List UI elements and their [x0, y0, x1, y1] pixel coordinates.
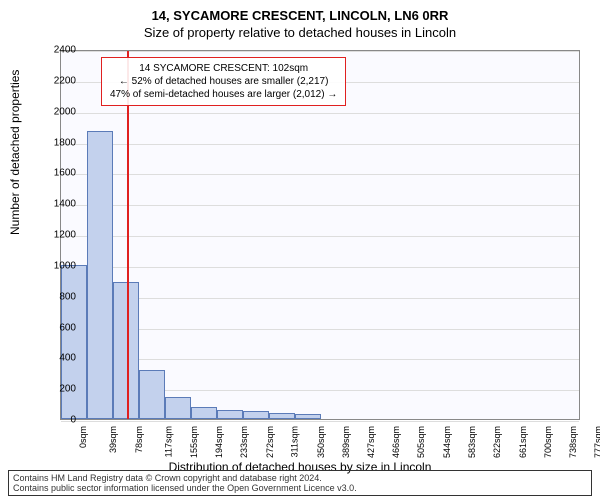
annotation-box: 14 SYCAMORE CRESCENT: 102sqm← 52% of det… [101, 57, 346, 106]
footer-line-1: Contains HM Land Registry data © Crown c… [13, 473, 587, 483]
histogram-bar [139, 370, 165, 419]
chart-plot-area: 14 SYCAMORE CRESCENT: 102sqm← 52% of det… [60, 50, 580, 420]
x-tick-label: 389sqm [341, 426, 351, 458]
x-tick-label: 738sqm [568, 426, 578, 458]
x-tick-label: 155sqm [189, 426, 199, 458]
histogram-bar [61, 265, 87, 419]
x-tick-label: 194sqm [214, 426, 224, 458]
gridline [61, 267, 579, 268]
histogram-bar [269, 413, 295, 419]
annotation-line3: 47% of semi-detached houses are larger (… [110, 88, 337, 101]
chart-title-sub: Size of property relative to detached ho… [0, 23, 600, 40]
y-tick-label: 2400 [36, 45, 76, 56]
gridline [61, 113, 579, 114]
histogram-bar [295, 414, 321, 419]
property-marker-line [127, 51, 129, 419]
x-tick-label: 661sqm [518, 426, 528, 458]
y-tick-label: 0 [36, 415, 76, 426]
x-tick-label: 350sqm [316, 426, 326, 458]
x-tick-label: 505sqm [416, 426, 426, 458]
y-tick-label: 1600 [36, 168, 76, 179]
y-tick-label: 200 [36, 384, 76, 395]
x-tick-label: 700sqm [543, 426, 553, 458]
gridline [61, 236, 579, 237]
x-tick-label: 311sqm [290, 426, 300, 457]
y-tick-label: 600 [36, 322, 76, 333]
histogram-bar [217, 410, 243, 419]
y-tick-label: 2000 [36, 106, 76, 117]
x-tick-label: 622sqm [492, 426, 502, 458]
gridline [61, 174, 579, 175]
y-tick-label: 1200 [36, 230, 76, 241]
x-tick-label: 39sqm [108, 426, 118, 453]
x-tick-label: 466sqm [391, 426, 401, 458]
histogram-bar [243, 411, 269, 419]
y-tick-label: 2200 [36, 75, 76, 86]
y-tick-label: 1800 [36, 137, 76, 148]
gridline [61, 144, 579, 145]
x-tick-label: 544sqm [442, 426, 452, 458]
annotation-line1: 14 SYCAMORE CRESCENT: 102sqm [110, 62, 337, 75]
x-tick-label: 427sqm [366, 426, 376, 458]
histogram-bar [165, 397, 191, 419]
x-tick-label: 78sqm [134, 426, 144, 453]
x-tick-label: 272sqm [265, 426, 275, 458]
histogram-bar [87, 131, 113, 419]
x-tick-label: 117sqm [163, 426, 173, 457]
x-tick-label: 0sqm [78, 426, 88, 448]
x-tick-label: 583sqm [467, 426, 477, 458]
histogram-bar [191, 407, 217, 419]
y-axis-label: Number of detached properties [8, 70, 22, 235]
y-tick-label: 400 [36, 353, 76, 364]
y-tick-label: 1400 [36, 199, 76, 210]
gridline [61, 421, 579, 422]
x-tick-label: 777sqm [593, 426, 600, 458]
chart-title-main: 14, SYCAMORE CRESCENT, LINCOLN, LN6 0RR [0, 0, 600, 23]
y-tick-label: 1000 [36, 260, 76, 271]
histogram-bar [113, 282, 139, 419]
y-tick-label: 800 [36, 291, 76, 302]
footer-line-2: Contains public sector information licen… [13, 483, 587, 493]
attribution-footer: Contains HM Land Registry data © Crown c… [8, 470, 592, 496]
annotation-line2: ← 52% of detached houses are smaller (2,… [110, 75, 337, 88]
gridline [61, 51, 579, 52]
gridline [61, 205, 579, 206]
x-tick-label: 233sqm [239, 426, 249, 458]
